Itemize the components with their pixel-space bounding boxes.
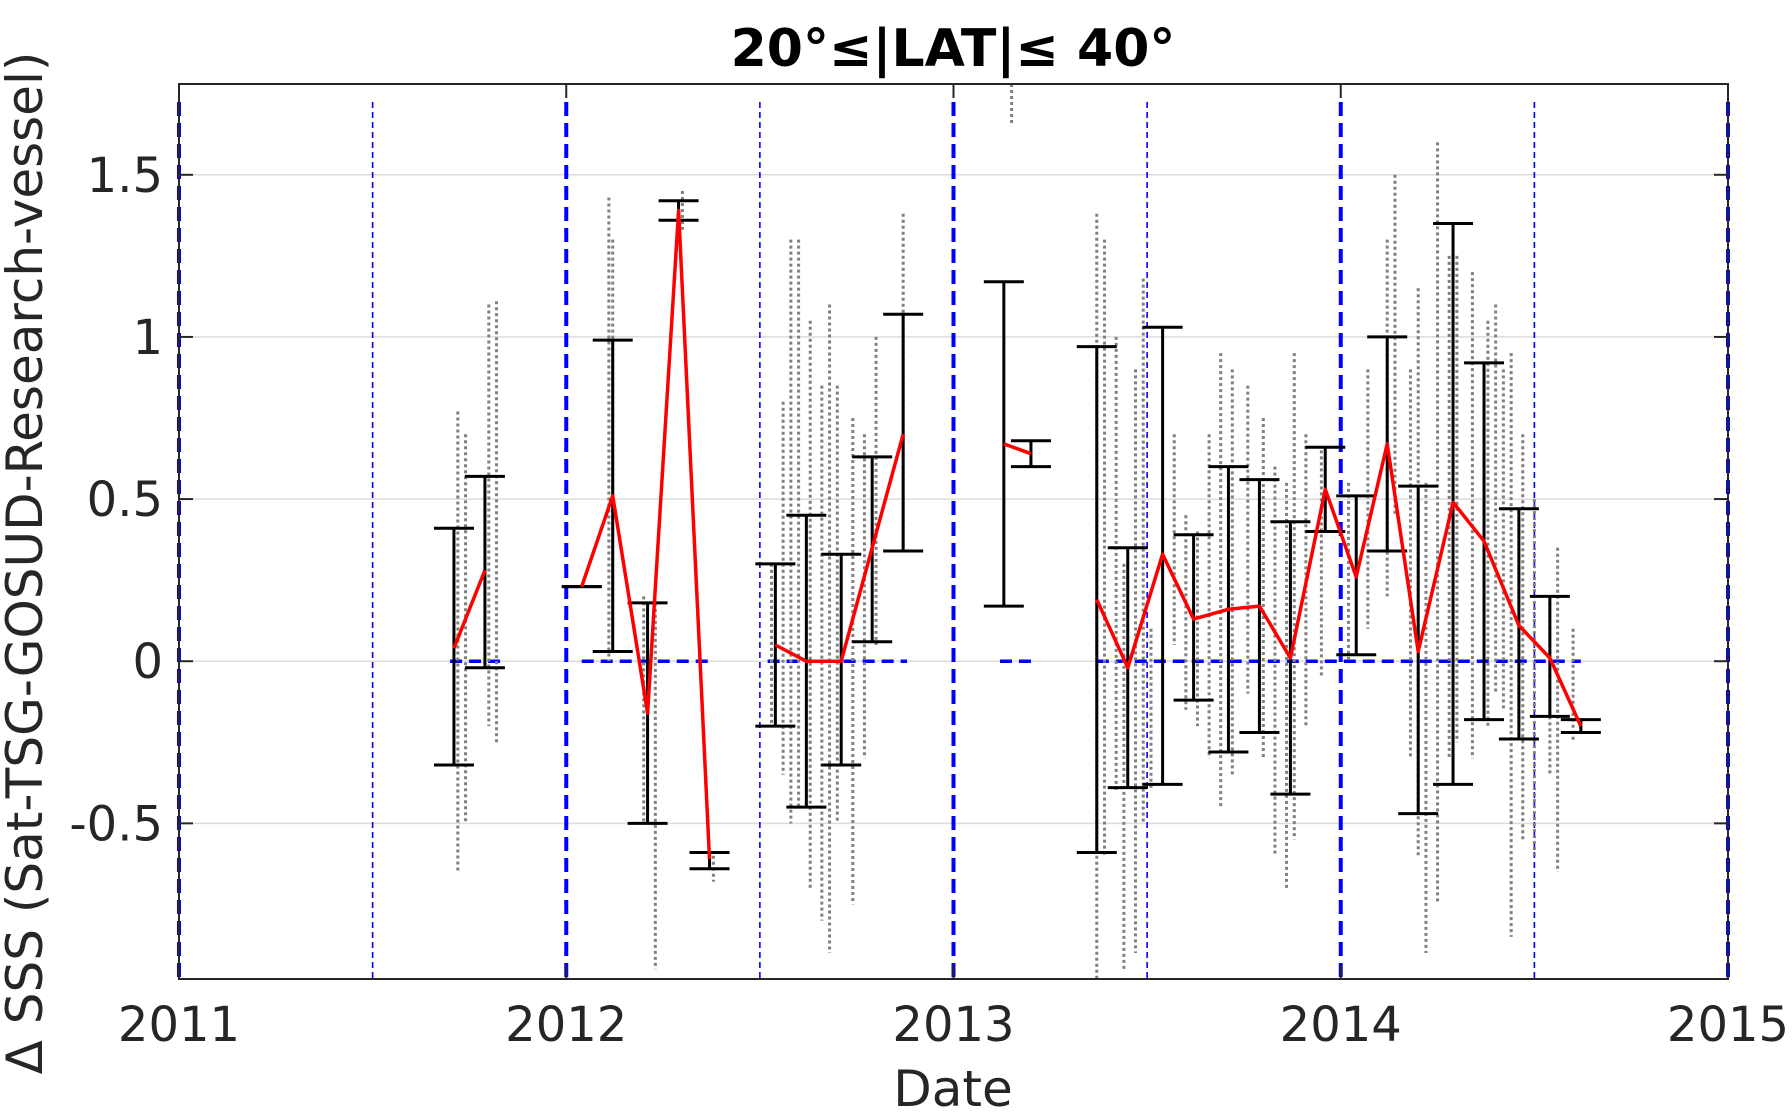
x-tick-label: 2014 — [1280, 997, 1402, 1053]
x-tick-label: 2012 — [505, 997, 627, 1053]
tick-marks — [178, 84, 1729, 979]
y-tick-label: 0 — [132, 634, 163, 690]
y-axis-label: Δ SSS (Sat-TSG-GOSUD-Research-vessel) — [0, 52, 54, 1075]
mean-series-line — [1095, 442, 1583, 727]
x-tick-label: 2011 — [118, 997, 240, 1053]
y-tick-label: 1 — [132, 310, 163, 366]
y-tick-labels: 1.5 1 0.5 0 -0.5 — [69, 148, 163, 853]
y-tick-label: 1.5 — [87, 148, 163, 204]
error-bar — [755, 562, 796, 728]
y-tick-label: 0.5 — [87, 472, 163, 528]
error-bars — [433, 199, 1601, 871]
y-tick-label: -0.5 — [69, 796, 163, 852]
x-tick-label: 2013 — [892, 997, 1014, 1053]
error-bar — [883, 312, 924, 553]
monthly-mean-lines — [452, 208, 1583, 860]
mean-series-line — [452, 569, 487, 649]
x-axis-label: Date — [893, 1060, 1013, 1112]
mean-series-line — [580, 208, 712, 860]
x-tick-labels: 2011 2012 2013 2014 2015 — [118, 997, 1789, 1053]
chart-title: 20°≤|LAT|≤ 40° — [731, 19, 1176, 79]
x-tick-label: 2015 — [1667, 997, 1789, 1053]
mean-series-line — [774, 433, 905, 663]
mean-series-line — [1003, 442, 1032, 456]
error-bar — [1076, 345, 1117, 855]
